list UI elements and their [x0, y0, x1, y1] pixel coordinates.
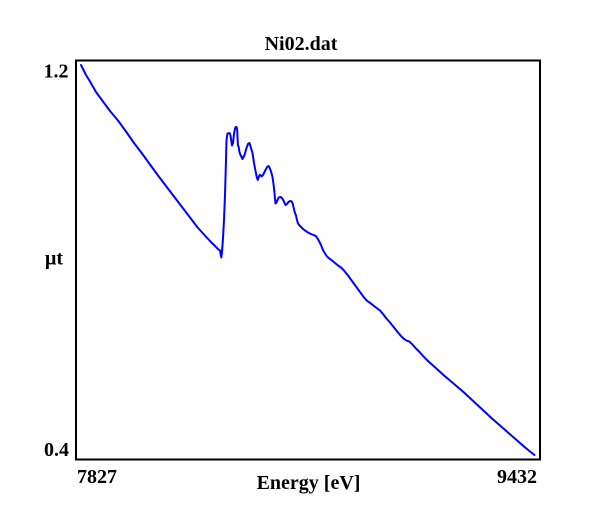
svg-text:0.4: 0.4: [44, 439, 69, 461]
svg-text:Ni02.dat: Ni02.dat: [265, 33, 338, 55]
svg-text:μt: μt: [45, 248, 63, 270]
svg-text:1.2: 1.2: [44, 61, 69, 83]
svg-text:Energy [eV]: Energy [eV]: [257, 472, 361, 494]
svg-text:9432: 9432: [497, 466, 537, 488]
svg-text:7827: 7827: [77, 466, 117, 488]
